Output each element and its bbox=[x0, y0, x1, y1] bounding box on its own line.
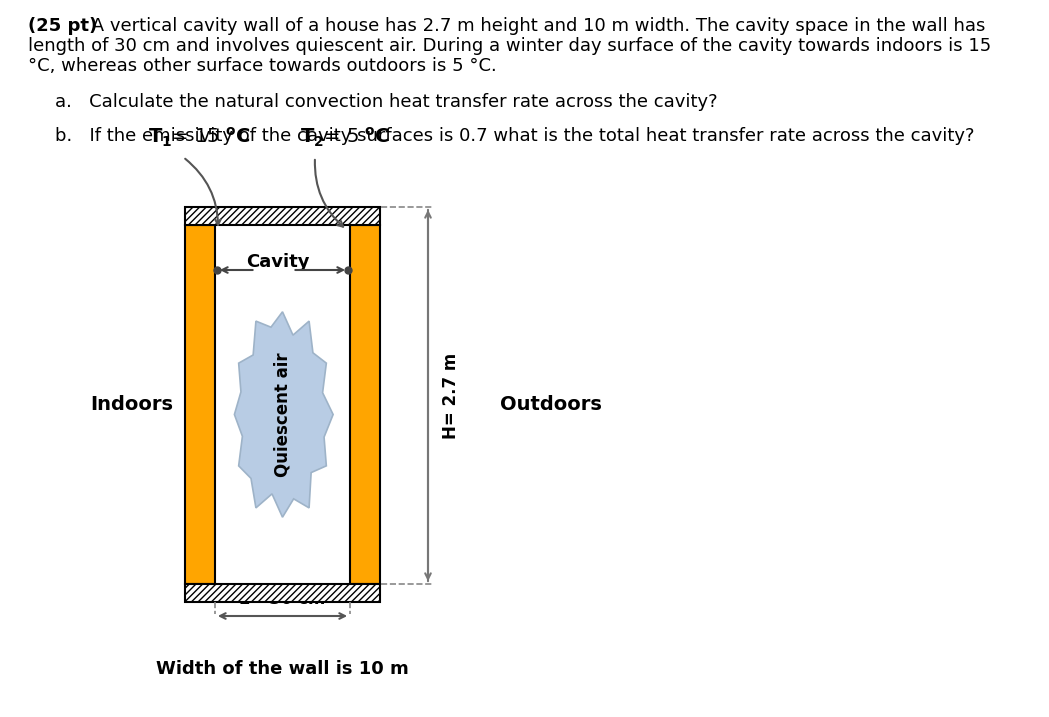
Text: Quiescent air: Quiescent air bbox=[274, 352, 292, 477]
Text: $\mathbf{T_1}$= 15 $\mathbf{^oC}$: $\mathbf{T_1}$= 15 $\mathbf{^oC}$ bbox=[148, 125, 251, 149]
Bar bbox=[185, 225, 215, 584]
Text: °C, whereas other surface towards outdoors is 5 °C.: °C, whereas other surface towards outdoo… bbox=[28, 57, 497, 75]
Text: Outdoors: Outdoors bbox=[500, 395, 602, 414]
Text: a.   Calculate the natural convection heat transfer rate across the cavity?: a. Calculate the natural convection heat… bbox=[55, 93, 718, 111]
Text: $\mathbf{T_2}$= 5 $\mathbf{^oC}$: $\mathbf{T_2}$= 5 $\mathbf{^oC}$ bbox=[300, 125, 390, 149]
Text: H= 2.7 m: H= 2.7 m bbox=[442, 352, 461, 439]
Text: Width of the wall is 10 m: Width of the wall is 10 m bbox=[156, 660, 409, 678]
PathPatch shape bbox=[234, 312, 334, 517]
Bar bbox=[215, 225, 350, 584]
Bar bbox=[185, 207, 380, 225]
Text: L= 30 cm: L= 30 cm bbox=[239, 590, 325, 608]
Text: A vertical cavity wall of a house has 2.7 m height and 10 m width. The cavity sp: A vertical cavity wall of a house has 2.… bbox=[86, 17, 985, 35]
Text: Indoors: Indoors bbox=[90, 395, 173, 414]
Bar bbox=[185, 207, 380, 602]
Text: (25 pt): (25 pt) bbox=[28, 17, 98, 35]
Text: length of 30 cm and involves quiescent air. During a winter day surface of the c: length of 30 cm and involves quiescent a… bbox=[28, 37, 991, 55]
Bar bbox=[185, 584, 380, 602]
Text: Cavity: Cavity bbox=[245, 253, 309, 271]
Text: b.   If the emissivity of the cavity surfaces is 0.7 what is the total heat tran: b. If the emissivity of the cavity surfa… bbox=[55, 127, 975, 145]
Bar bbox=[350, 225, 380, 584]
